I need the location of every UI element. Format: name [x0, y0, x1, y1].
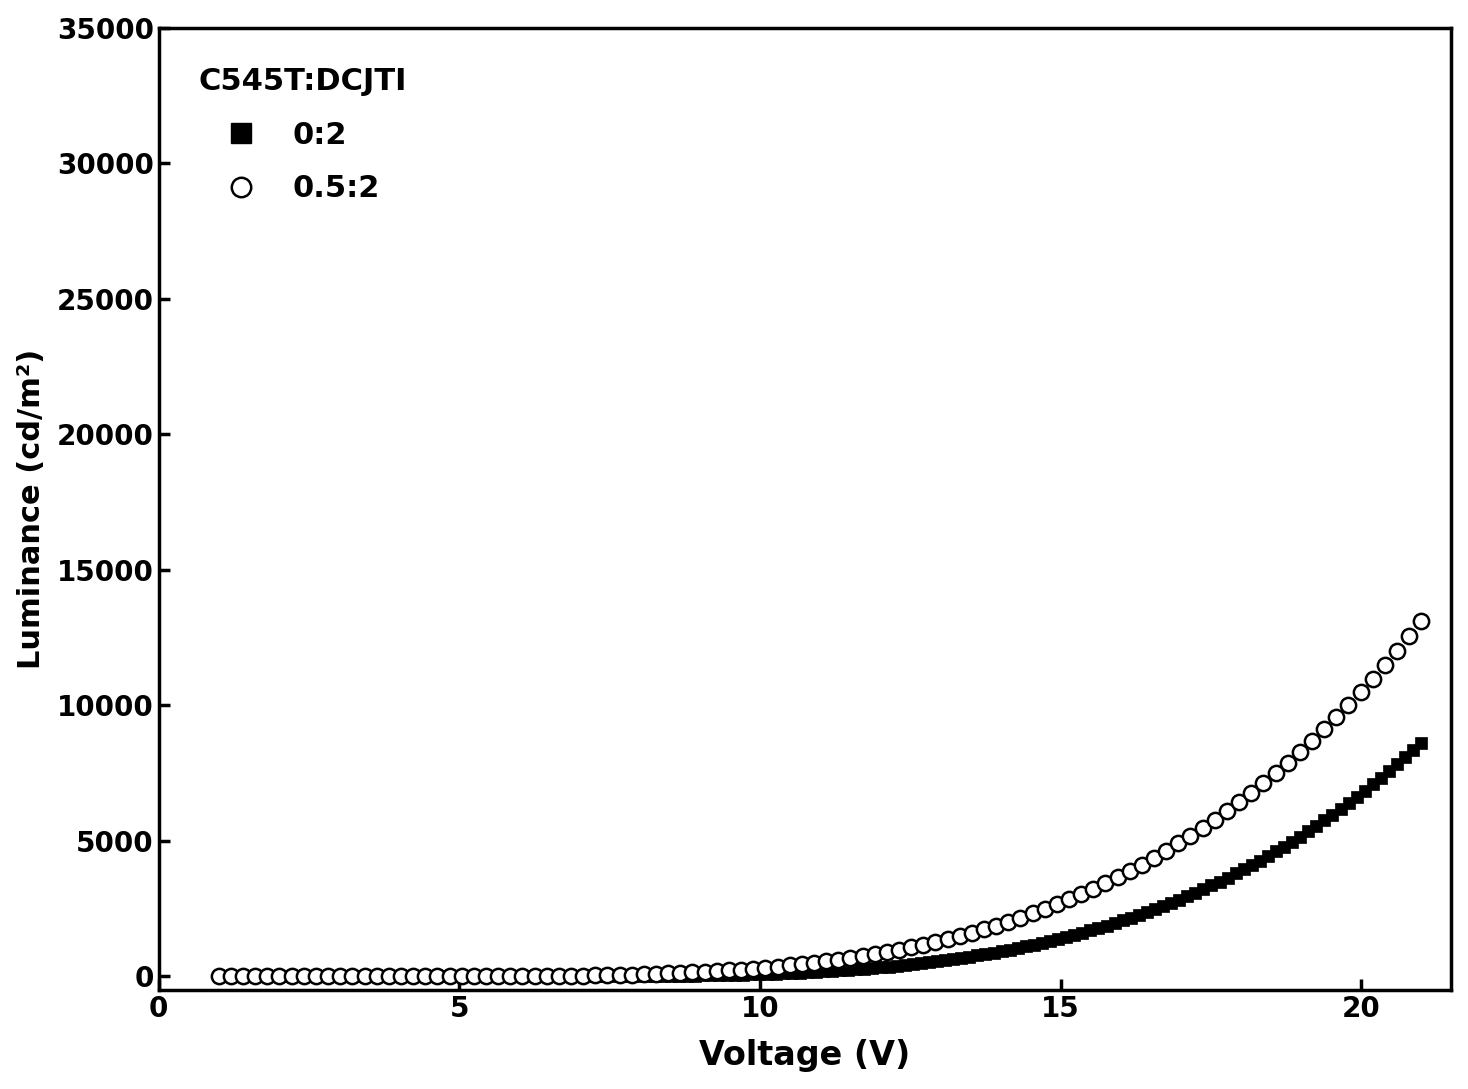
Legend: 0:2, 0.5:2: 0:2, 0.5:2: [173, 42, 432, 228]
Y-axis label: Luminance (cd/m²): Luminance (cd/m²): [16, 348, 46, 669]
X-axis label: Voltage (V): Voltage (V): [699, 1039, 910, 1073]
